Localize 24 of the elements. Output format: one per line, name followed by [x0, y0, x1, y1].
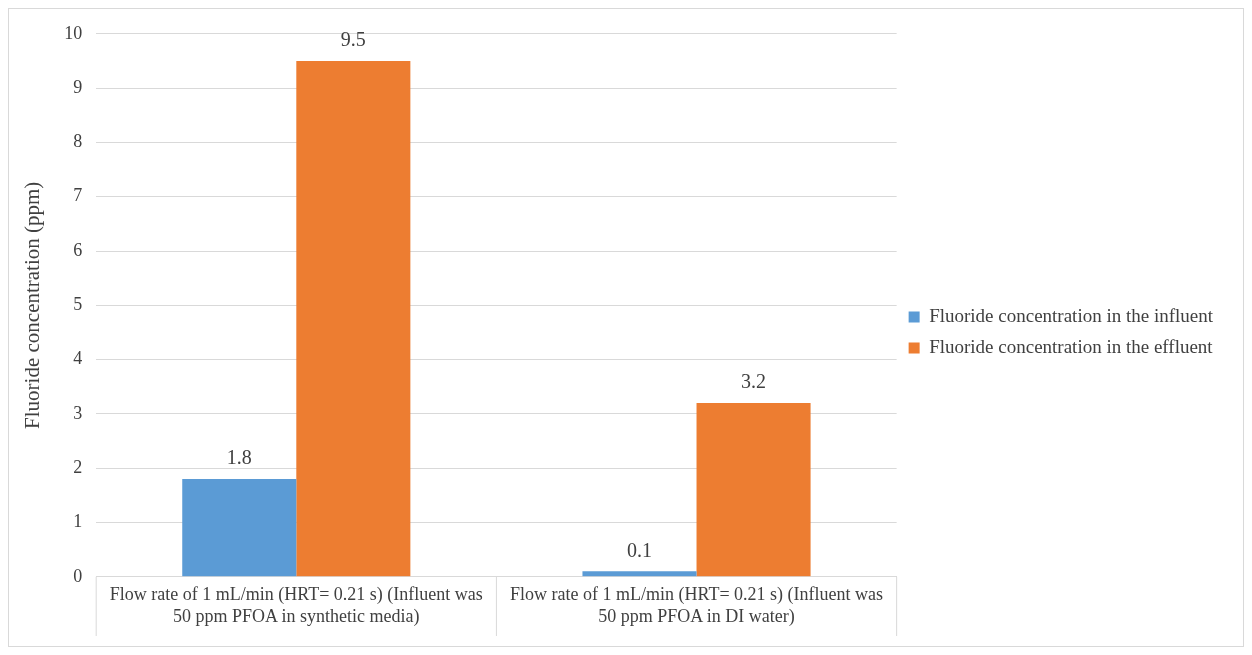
y-tick-label: 0: [73, 565, 83, 586]
bar: [582, 571, 697, 577]
y-tick-label: 8: [73, 131, 83, 152]
data-label: 3.2: [741, 370, 767, 393]
legend-label: Fluoride concentration in the influent: [929, 304, 1214, 326]
y-tick-label: 6: [73, 239, 83, 260]
y-tick-label: 1: [73, 511, 83, 532]
y-tick-label: 10: [64, 22, 83, 43]
y-tick-label: 3: [73, 402, 83, 423]
x-tick-label: Flow rate of 1 mL/min (HRT= 0.21 s) (Influent was 50 ppm PFOA in DI water): [510, 584, 884, 627]
y-tick-label: 5: [73, 294, 83, 315]
y-tick-label: 7: [73, 185, 83, 206]
y-tick-label: 2: [73, 456, 83, 477]
x-tick-label: Flow rate of 1 mL/min (HRT= 0.21 s) (Influent was 50 ppm PFOA in synthetic media): [109, 584, 483, 627]
bar: [696, 403, 811, 577]
bar: [296, 60, 411, 577]
y-tick-label: 4: [73, 348, 83, 369]
data-label: 1.8: [226, 446, 252, 469]
data-label: 0.1: [626, 538, 652, 561]
bar: [182, 479, 297, 577]
legend-label: Fluoride concentration in the effluent: [929, 335, 1214, 357]
y-tick-label: 9: [73, 76, 83, 97]
y-axis-title: Fluoride concentration (ppm): [20, 181, 45, 429]
data-label: 9.5: [340, 28, 366, 51]
